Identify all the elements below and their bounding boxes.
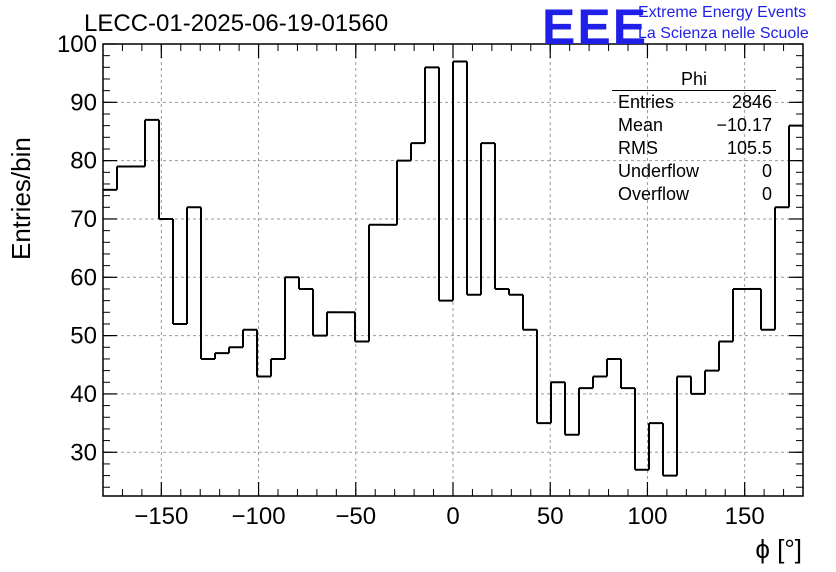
histogram-bin	[410, 142, 425, 161]
histogram-bin	[634, 388, 649, 471]
histogram-bin	[200, 207, 215, 360]
stats-row-entries: Entries 2846	[612, 91, 776, 114]
stats-value: 0	[761, 161, 772, 181]
histogram-bin	[186, 206, 201, 324]
x-tick-label: 50	[537, 503, 564, 530]
histogram-bin	[494, 143, 509, 290]
histogram-bin	[452, 60, 467, 301]
histogram-bin	[172, 218, 187, 325]
histogram-bin	[298, 277, 313, 290]
y-tick-label: 80	[70, 148, 97, 175]
histogram-bin	[536, 329, 551, 425]
histogram-bin	[396, 159, 411, 225]
histogram-bin	[662, 423, 677, 477]
histogram-bin	[480, 142, 495, 295]
histogram-bin	[466, 61, 481, 296]
stats-row-mean: Mean −10.17	[612, 114, 776, 137]
histogram-bin	[788, 124, 803, 208]
x-tick-label: 100	[627, 503, 667, 530]
histogram-bin	[774, 206, 789, 330]
stats-label: RMS	[618, 138, 658, 158]
histogram-bin	[718, 340, 733, 371]
histogram-bin	[550, 381, 565, 424]
x-tick-label: 0	[446, 503, 459, 530]
stats-label: Overflow	[618, 184, 690, 204]
x-tick-label: −100	[232, 503, 286, 530]
histogram-bin	[620, 358, 635, 390]
axis-ticks	[102, 43, 804, 496]
chart-title: LECC-01-2025-06-19-01560	[84, 10, 389, 37]
y-tick-label: 40	[70, 381, 97, 408]
org-name-line2: La Scienza nelle Scuole	[638, 25, 809, 42]
stats-box: Phi Entries 2846 Mean −10.17 RMS 105.5 U…	[612, 68, 776, 206]
stats-value: 2846	[731, 92, 772, 112]
stats-value: −10.17	[716, 115, 772, 135]
histogram-bin	[508, 288, 523, 296]
y-tick-label: 30	[70, 439, 97, 466]
y-axis-label-wrap: Entries/bin	[6, 137, 36, 260]
stats-row-rms: RMS 105.5	[612, 137, 776, 160]
stats-label: Mean	[618, 115, 664, 135]
x-tick-label: −150	[134, 503, 188, 530]
org-name-line1: Extreme Energy Events	[638, 4, 807, 21]
y-tick-label: 50	[70, 323, 97, 350]
y-tick-label: 90	[70, 89, 97, 116]
histogram-bin	[606, 357, 621, 377]
stats-label: Entries	[618, 92, 675, 112]
histogram-bin	[158, 119, 173, 220]
histogram-bin	[228, 346, 243, 354]
y-tick-label: 60	[70, 264, 97, 291]
x-tick-label: 150	[725, 503, 765, 530]
histogram-bin	[690, 376, 705, 395]
x-tick-label: −50	[335, 503, 376, 530]
histogram-bin	[592, 375, 607, 389]
y-tick-label: 100	[57, 31, 97, 58]
stats-value: 0	[761, 184, 772, 204]
tick-labels: −150 −100 −50 0 50 100 150 30 40 50 60 70 80 90 100	[57, 31, 765, 530]
histogram-bin	[522, 294, 537, 331]
histogram-bin	[648, 422, 663, 470]
histogram-bin	[312, 288, 327, 337]
histogram-bin	[424, 66, 439, 144]
histogram-bin	[284, 276, 299, 359]
stats-title: Phi	[612, 68, 776, 91]
histogram-bin	[732, 287, 747, 342]
y-tick-label: 70	[70, 206, 97, 233]
histogram-bin	[326, 311, 341, 336]
histogram-bin	[116, 165, 131, 190]
histogram-bin	[438, 67, 453, 302]
stats-value: 105.5	[726, 138, 772, 158]
histogram-bin	[242, 328, 257, 348]
stats-label: Underflow	[618, 161, 700, 181]
y-axis-label: Entries/bin	[6, 137, 36, 260]
histogram-bin	[256, 329, 271, 378]
stats-row-overflow: Overflow 0	[612, 183, 776, 206]
histogram-bin	[214, 352, 229, 359]
histogram-bin	[144, 118, 159, 167]
histogram-bin	[578, 387, 593, 435]
histogram-bins	[103, 60, 803, 477]
x-axis-label: ϕ [°]	[755, 534, 802, 564]
histogram-bin	[354, 312, 369, 343]
eee-logo: EEE	[542, 0, 649, 55]
histogram-bin	[270, 357, 285, 377]
histogram-bin	[676, 375, 691, 476]
histogram-bin	[368, 223, 383, 342]
stats-row-underflow: Underflow 0	[612, 160, 776, 183]
histogram-bin	[564, 382, 579, 436]
histogram-bin	[704, 369, 719, 394]
histogram-bin	[760, 288, 775, 331]
